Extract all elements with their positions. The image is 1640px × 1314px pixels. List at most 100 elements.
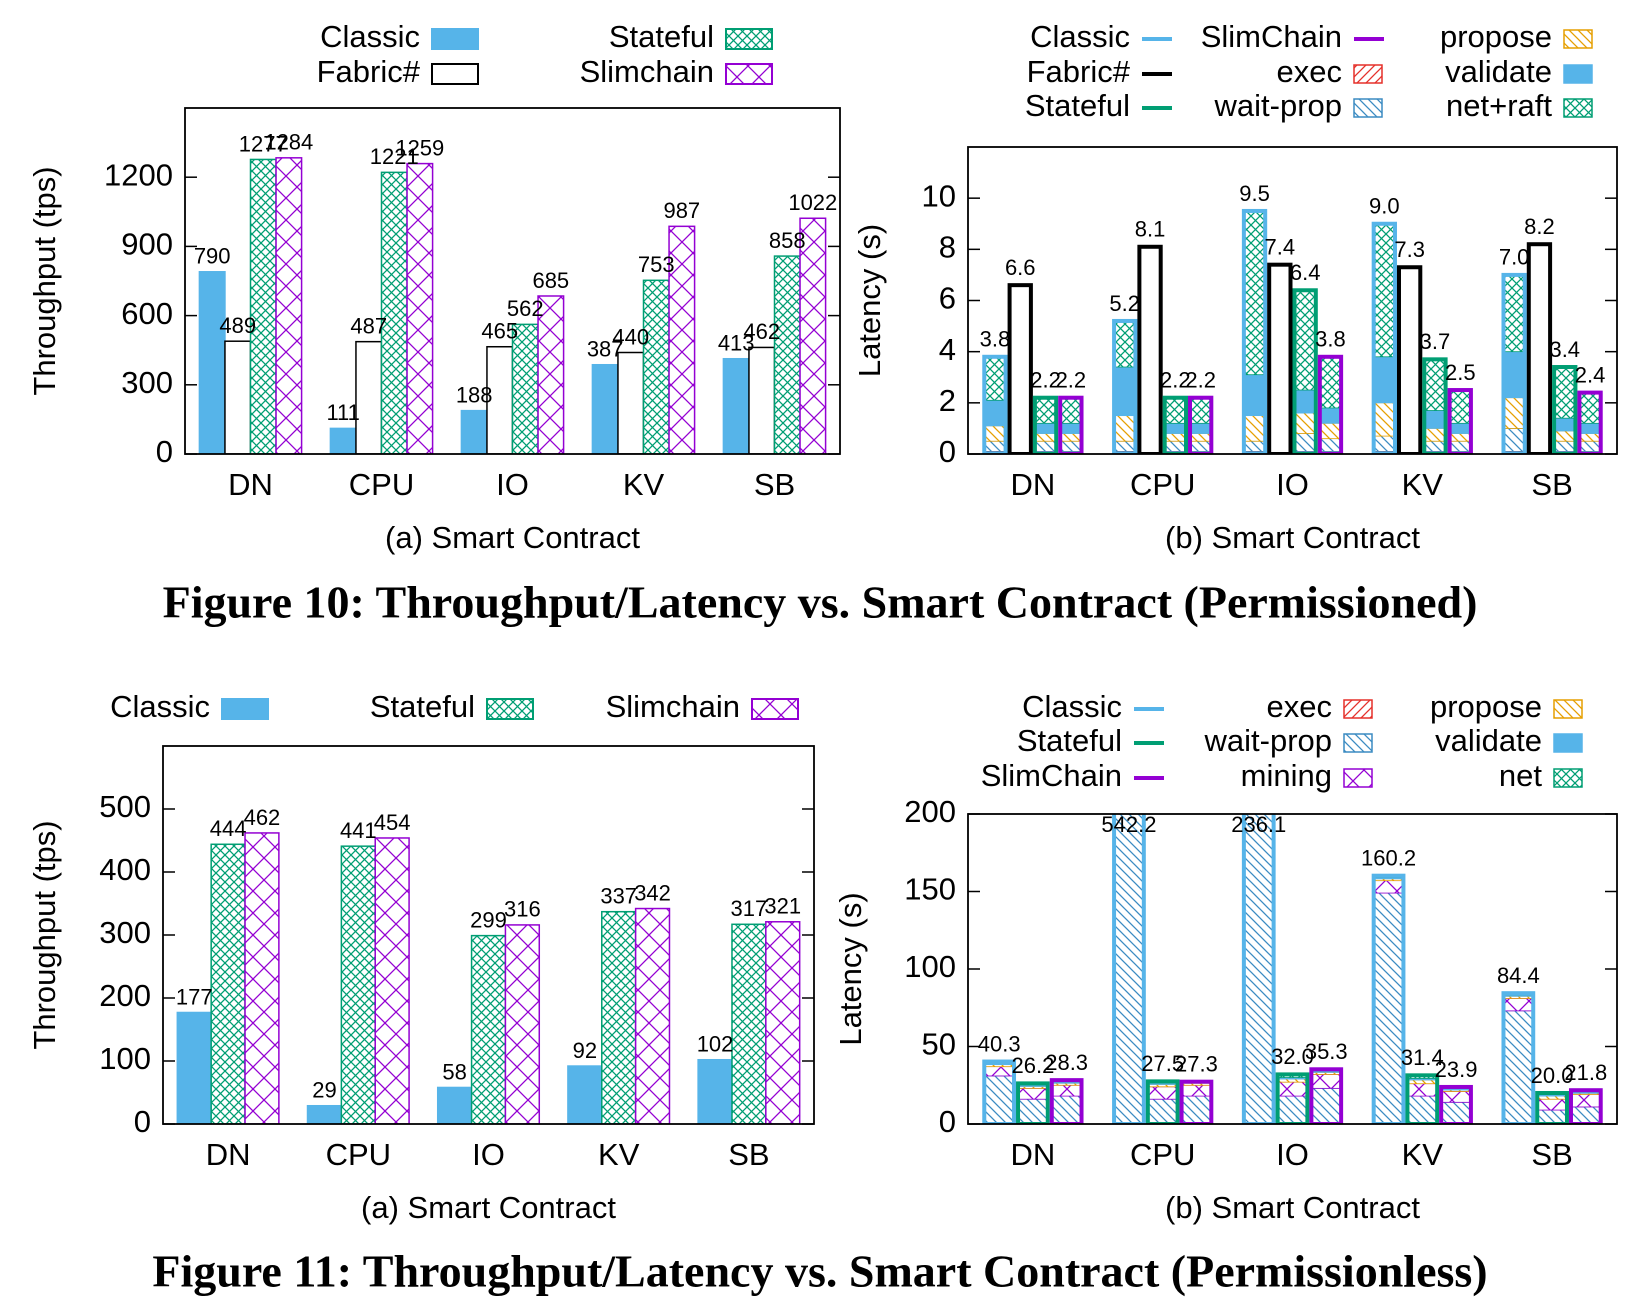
bar-segment bbox=[1164, 433, 1187, 442]
value-label: 1259 bbox=[395, 135, 444, 160]
bar bbox=[773, 255, 801, 454]
bar bbox=[567, 1065, 603, 1124]
legend-swatch bbox=[1563, 29, 1593, 49]
bar-outline bbox=[1275, 1072, 1310, 1124]
x-tick-label: DN bbox=[1011, 1137, 1056, 1172]
y-tick-label: 200 bbox=[904, 794, 956, 829]
value-label: 2.4 bbox=[1575, 362, 1606, 387]
bar-segment bbox=[1553, 366, 1576, 419]
figure-caption: Figure 11: Throughput/Latency vs. Smart … bbox=[152, 1246, 1487, 1297]
bar-outline bbox=[1371, 221, 1397, 454]
bar-segment bbox=[1570, 1094, 1602, 1108]
legend-label: Classic bbox=[1022, 689, 1122, 724]
legend-swatch bbox=[1553, 733, 1583, 753]
legend-swatch bbox=[1353, 64, 1383, 84]
bar bbox=[668, 225, 696, 454]
bar bbox=[249, 158, 277, 454]
y-tick-label: 100 bbox=[99, 1041, 151, 1076]
value-label: 462 bbox=[244, 805, 281, 830]
legend-swatch bbox=[1353, 98, 1383, 118]
value-label: 27.3 bbox=[1175, 1051, 1218, 1076]
plot-frame bbox=[162, 745, 815, 1125]
legend-label: Classic bbox=[320, 19, 420, 54]
bar-segment bbox=[1147, 1098, 1178, 1123]
y-tick-label: 10 bbox=[922, 178, 956, 213]
bar-outline bbox=[1162, 395, 1189, 454]
bar bbox=[210, 843, 246, 1124]
x-tick-label: KV bbox=[1402, 467, 1444, 502]
bar bbox=[634, 907, 671, 1124]
legend-label: net+raft bbox=[1446, 88, 1552, 123]
value-label: 84.4 bbox=[1497, 963, 1540, 988]
bar-segment bbox=[1034, 397, 1057, 424]
value-label: 413 bbox=[718, 331, 755, 356]
bar-segment bbox=[1449, 433, 1472, 442]
bar-segment bbox=[1570, 1106, 1602, 1123]
bar bbox=[224, 340, 252, 454]
value-label: 489 bbox=[219, 313, 256, 338]
value-label: 8.1 bbox=[1135, 217, 1166, 242]
value-label: 321 bbox=[764, 894, 801, 919]
legend-swatch bbox=[1343, 699, 1373, 719]
bar bbox=[329, 427, 357, 454]
bar-outline bbox=[1309, 1067, 1344, 1124]
value-label: 387 bbox=[587, 337, 624, 362]
bar-segment bbox=[1243, 440, 1266, 452]
y-tick-label: 4 bbox=[939, 332, 956, 367]
bar-segment bbox=[1147, 1086, 1178, 1100]
x-tick-label: SB bbox=[728, 1137, 769, 1172]
value-label: 317 bbox=[731, 896, 768, 921]
bar-segment bbox=[1051, 1084, 1082, 1097]
bar-segment bbox=[1319, 438, 1342, 452]
value-label: 188 bbox=[456, 382, 493, 407]
bar-segment bbox=[1059, 433, 1082, 442]
bar bbox=[275, 157, 303, 454]
bar-segment bbox=[1181, 1095, 1212, 1123]
bar-segment bbox=[1553, 430, 1576, 442]
y-axis-label: Latency (s) bbox=[852, 224, 887, 377]
bar bbox=[244, 832, 280, 1124]
y-tick-label: 50 bbox=[922, 1027, 956, 1062]
value-label: 102 bbox=[697, 1032, 734, 1057]
x-axis-label: (a) Smart Contract bbox=[385, 520, 640, 555]
value-label: 31.4 bbox=[1401, 1045, 1444, 1070]
x-tick-label: KV bbox=[598, 1137, 640, 1172]
bar-segment bbox=[1310, 1087, 1342, 1123]
bar-segment bbox=[1536, 1109, 1568, 1123]
bar-segment bbox=[983, 356, 1006, 401]
legend-swatch bbox=[1553, 768, 1583, 788]
bar bbox=[380, 171, 408, 454]
bar-outline bbox=[1371, 873, 1406, 1124]
value-label: 40.3 bbox=[978, 1031, 1021, 1056]
bar bbox=[470, 934, 507, 1124]
value-label: 8.2 bbox=[1524, 214, 1555, 239]
y-tick-label: 1200 bbox=[104, 157, 173, 192]
bar-segment bbox=[1319, 356, 1342, 409]
bar-outline bbox=[1526, 242, 1553, 454]
value-label: 92 bbox=[573, 1038, 597, 1063]
value-label: 7.0 bbox=[1499, 245, 1530, 270]
y-tick-label: 400 bbox=[99, 852, 151, 887]
bar-segment bbox=[1503, 1010, 1534, 1123]
bar-segment bbox=[1373, 223, 1396, 358]
bar bbox=[617, 351, 645, 454]
y-tick-label: 500 bbox=[99, 789, 151, 824]
bar-segment bbox=[983, 440, 1006, 452]
value-label: 3.8 bbox=[980, 327, 1011, 352]
bar-outline bbox=[1058, 395, 1084, 454]
bar-segment bbox=[1189, 422, 1212, 434]
value-label: 299 bbox=[470, 907, 507, 932]
value-label: 685 bbox=[532, 268, 569, 293]
legend-swatch bbox=[486, 698, 534, 720]
legend-label: Stateful bbox=[1017, 723, 1122, 758]
value-label: 6.4 bbox=[1290, 260, 1321, 285]
legend-label: exec bbox=[1267, 689, 1332, 724]
legend-label: SlimChain bbox=[1201, 19, 1342, 54]
value-label: 21.8 bbox=[1564, 1060, 1607, 1085]
bar-segment bbox=[983, 1066, 1015, 1077]
bar bbox=[198, 271, 226, 454]
bar-segment bbox=[1536, 1095, 1568, 1100]
legend-label: Classic bbox=[1030, 19, 1130, 54]
bar-segment bbox=[1243, 415, 1266, 442]
